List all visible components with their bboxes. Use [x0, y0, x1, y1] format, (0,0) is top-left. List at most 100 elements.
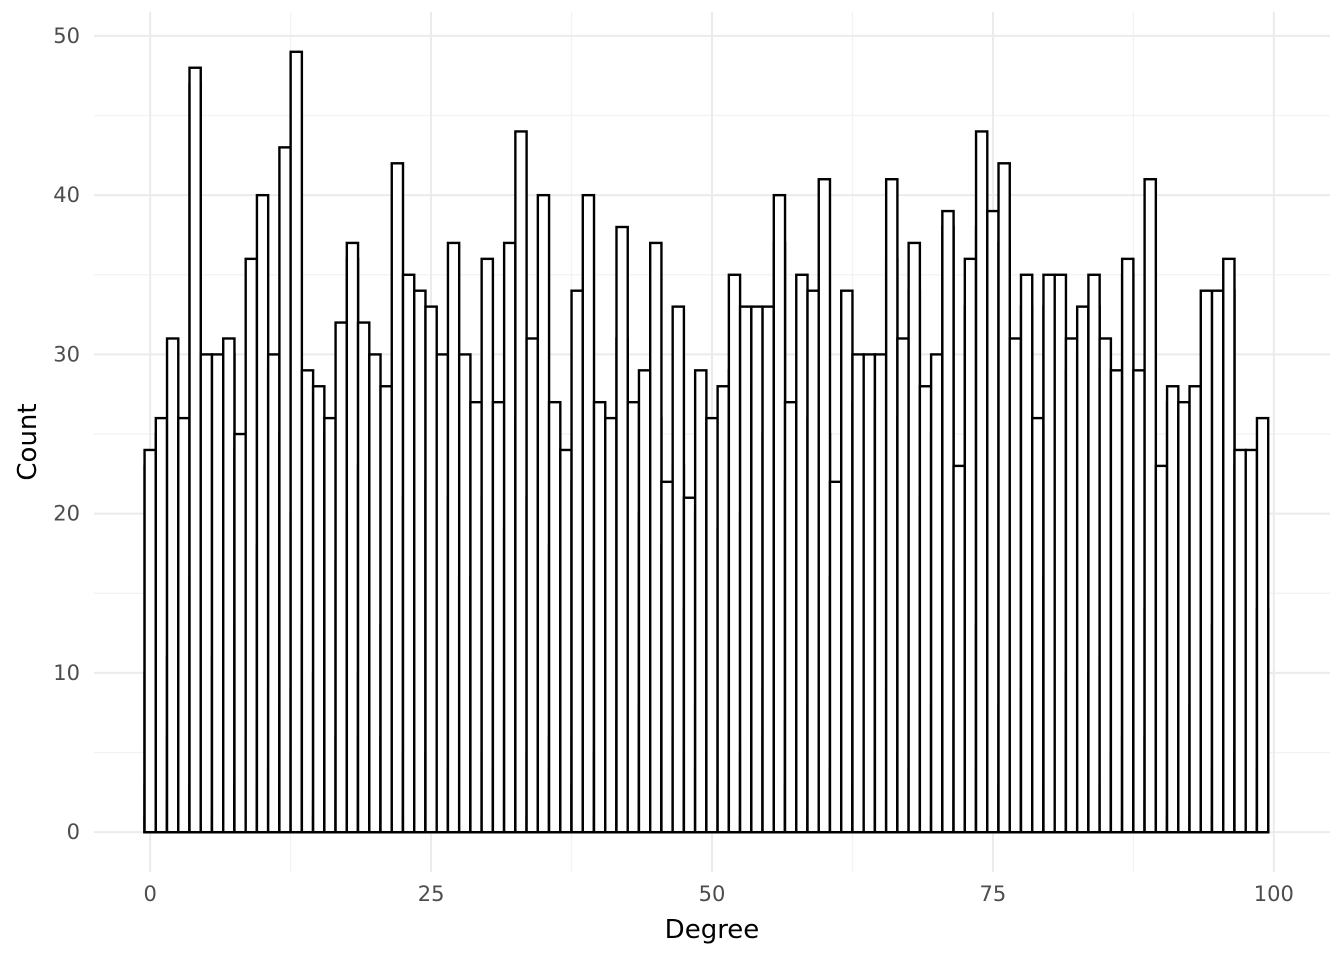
bar-segment	[446, 241, 461, 834]
bar-segment	[896, 337, 910, 834]
y-tick-label: 10	[53, 661, 80, 685]
bar-bin	[480, 257, 495, 834]
bar-bin	[828, 480, 843, 834]
bar-segment	[671, 305, 686, 834]
bar-segment	[1075, 305, 1090, 834]
bar-bin	[323, 416, 337, 834]
bar-bin	[997, 162, 1011, 834]
bar-bin	[154, 416, 169, 834]
bar-segment	[1177, 400, 1191, 834]
bar-bin	[1244, 448, 1259, 834]
bars	[143, 50, 1270, 834]
bar-segment	[188, 66, 202, 834]
bar-segment	[514, 130, 528, 834]
bar-segment	[525, 337, 540, 834]
bar-segment	[1053, 273, 1068, 834]
bar-bin	[727, 273, 742, 834]
bar-bin	[165, 337, 180, 834]
bar-segment	[143, 448, 157, 834]
bar-segment	[154, 416, 169, 834]
bar-bin	[469, 400, 483, 834]
bar-bin	[1053, 273, 1068, 834]
y-tick-label: 30	[53, 342, 80, 366]
bar-segment	[907, 241, 922, 834]
bar-bin	[356, 321, 371, 834]
bar-bin	[783, 400, 798, 834]
bar-bin	[222, 337, 236, 834]
bar-segment	[1120, 257, 1135, 834]
bar-bin	[1019, 273, 1034, 834]
bar-bin	[952, 464, 967, 834]
bar-bin	[401, 273, 416, 834]
bar-bin	[750, 305, 764, 834]
bar-bin	[1165, 385, 1180, 834]
bar-bin	[581, 193, 596, 834]
bar-bin	[592, 400, 607, 834]
bar-bin	[1064, 337, 1079, 834]
bar-bin	[705, 416, 719, 834]
bar-segment	[559, 448, 573, 834]
bar-bin	[1233, 448, 1247, 834]
bar-bin	[1109, 369, 1124, 834]
bar-bin	[1210, 289, 1225, 834]
bar-segment	[289, 50, 304, 834]
bar-segment	[727, 273, 742, 834]
x-tick-label: 25	[418, 882, 445, 906]
bar-segment	[828, 480, 843, 834]
bar-segment	[536, 193, 551, 834]
bar-bin	[604, 416, 618, 834]
bar-segment	[1087, 273, 1101, 834]
bar-segment	[1042, 273, 1056, 834]
bar-bin	[974, 130, 989, 834]
bar-bin	[682, 496, 697, 834]
bar-segment	[862, 353, 877, 834]
bar-bin	[424, 305, 438, 834]
bar-bin	[806, 289, 820, 834]
bar-bin	[446, 241, 461, 834]
bar-bin	[907, 241, 922, 834]
bar-segment	[592, 400, 607, 834]
x-tick-label: 75	[980, 882, 1007, 906]
bar-segment	[177, 416, 191, 834]
bar-bin	[693, 369, 708, 834]
bar-bin	[862, 353, 877, 834]
bar-segment	[1165, 385, 1180, 834]
bar-segment	[491, 400, 506, 834]
bar-segment	[783, 400, 798, 834]
y-axis-tick-labels: 0 10 20 30 40 50	[53, 24, 80, 844]
bar-segment	[986, 209, 1000, 834]
bar-bin	[413, 289, 427, 834]
bar-segment	[323, 416, 337, 834]
bar-segment	[222, 337, 236, 834]
bar-bin	[896, 337, 910, 834]
bar-bin	[177, 416, 191, 834]
bar-bin	[1075, 305, 1090, 834]
bar-bin	[244, 257, 259, 834]
y-tick-label: 0	[67, 820, 80, 844]
bar-bin	[525, 337, 540, 834]
bar-segment	[469, 400, 483, 834]
bar-bin	[761, 305, 776, 834]
bar-segment	[480, 257, 495, 834]
bar-bin	[716, 385, 731, 834]
bar-bin	[457, 353, 472, 834]
bar-segment	[266, 353, 281, 834]
bar-segment	[413, 289, 427, 834]
bar-segment	[637, 369, 652, 834]
bar-segment	[1019, 273, 1034, 834]
bar-segment	[356, 321, 371, 834]
bar-segment	[1244, 448, 1259, 834]
bar-segment	[772, 193, 787, 834]
bar-segment	[761, 305, 776, 834]
bar-bin	[536, 193, 551, 834]
bar-segment	[1154, 464, 1169, 834]
bar-segment	[941, 209, 955, 834]
bar-segment	[334, 321, 349, 834]
bar-segment	[457, 353, 472, 834]
bar-segment	[817, 178, 832, 834]
bar-segment	[278, 146, 292, 834]
bar-segment	[311, 385, 326, 834]
x-tick-label: 100	[1254, 882, 1294, 906]
bar-bin	[311, 385, 326, 834]
